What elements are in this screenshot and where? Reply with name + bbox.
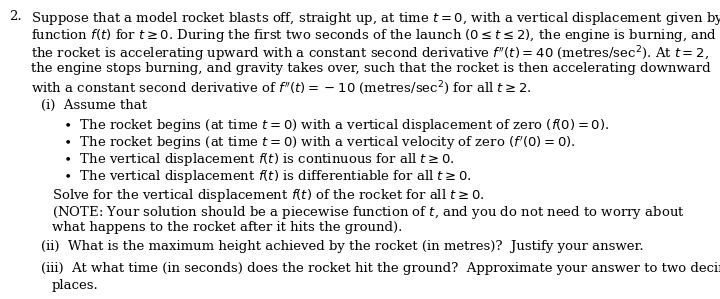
Text: the rocket is accelerating upward with a constant second derivative $f''(t) = 40: the rocket is accelerating upward with a… bbox=[31, 45, 708, 64]
Text: Suppose that a model rocket blasts off, straight up, at time $t = 0$, with a ver: Suppose that a model rocket blasts off, … bbox=[31, 10, 720, 27]
Text: (NOTE: Your solution should be a piecewise function of $t$, and you do not need : (NOTE: Your solution should be a piecewi… bbox=[52, 204, 685, 221]
Text: with a constant second derivative of $f''(t) = -10$ (metres/sec$^2$) for all $t : with a constant second derivative of $f'… bbox=[31, 79, 531, 97]
Text: (i)  Assume that: (i) Assume that bbox=[41, 99, 148, 112]
Text: what happens to the rocket after it hits the ground).: what happens to the rocket after it hits… bbox=[52, 221, 402, 234]
Text: $\bullet$  The rocket begins (at time $t = 0$) with a vertical displacement of z: $\bullet$ The rocket begins (at time $t … bbox=[63, 117, 609, 134]
Text: (iii)  At what time (in seconds) does the rocket hit the ground?  Approximate yo: (iii) At what time (in seconds) does the… bbox=[41, 262, 720, 275]
Text: the engine stops burning, and gravity takes over, such that the rocket is then a: the engine stops burning, and gravity ta… bbox=[31, 62, 710, 75]
Text: $\bullet$  The vertical displacement $f(t)$ is differentiable for all $t \geq 0$: $\bullet$ The vertical displacement $f(t… bbox=[63, 168, 472, 185]
Text: $\bullet$  The vertical displacement $f(t)$ is continuous for all $t \geq 0$.: $\bullet$ The vertical displacement $f(t… bbox=[63, 151, 454, 168]
Text: Solve for the vertical displacement $f(t)$ of the rocket for all $t \geq 0$.: Solve for the vertical displacement $f(t… bbox=[52, 187, 485, 204]
Text: function $f(t)$ for $t \geq 0$. During the first two seconds of the launch $(0 \: function $f(t)$ for $t \geq 0$. During t… bbox=[31, 28, 716, 45]
Text: 2.: 2. bbox=[9, 10, 22, 23]
Text: (ii)  What is the maximum height achieved by the rocket (in metres)?  Justify yo: (ii) What is the maximum height achieved… bbox=[41, 239, 644, 253]
Text: places.: places. bbox=[52, 279, 99, 292]
Text: $\bullet$  The rocket begins (at time $t = 0$) with a vertical velocity of zero : $\bullet$ The rocket begins (at time $t … bbox=[63, 134, 575, 152]
